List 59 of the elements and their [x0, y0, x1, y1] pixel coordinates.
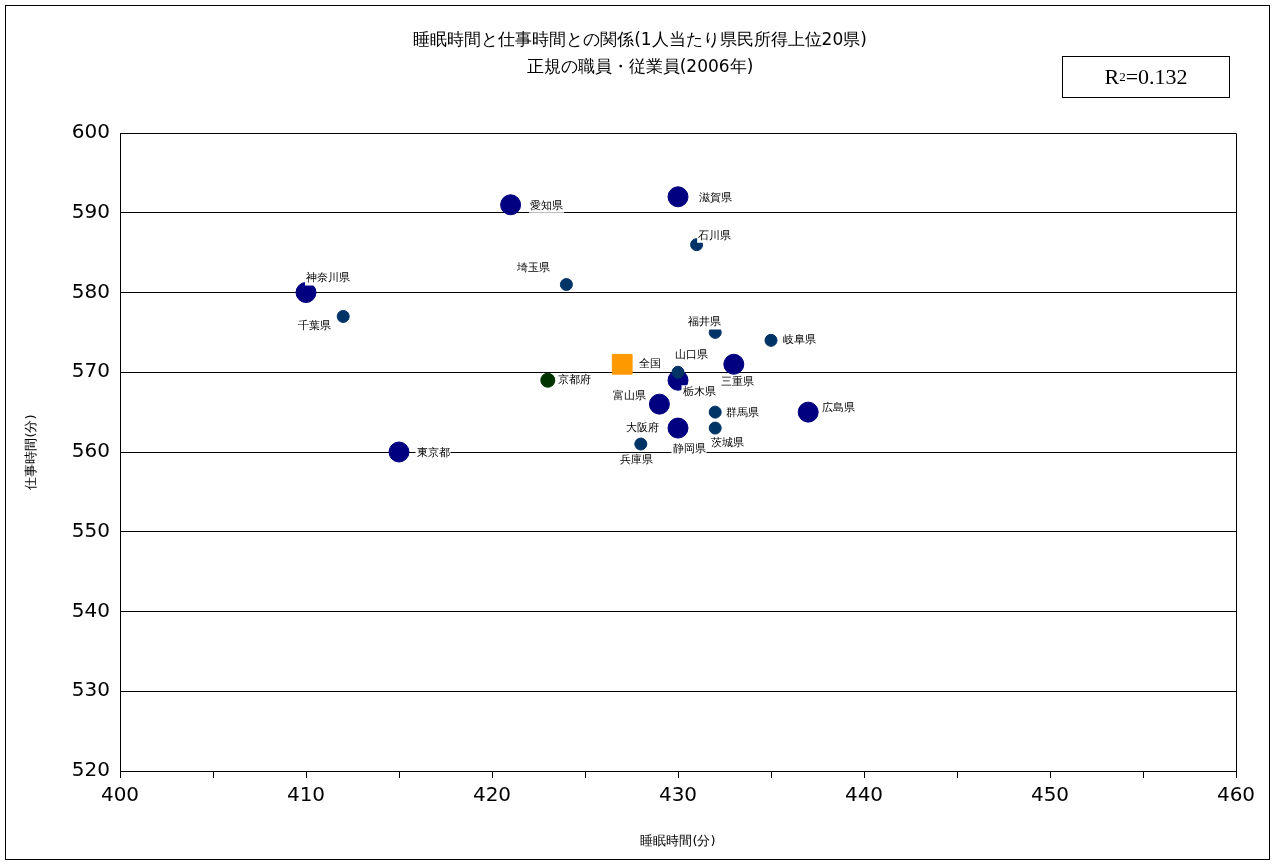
annotation: 三重県	[721, 375, 755, 389]
annotation: 大阪府	[625, 420, 659, 434]
annotation: 山口県	[674, 348, 708, 362]
annotation: 滋賀県	[698, 190, 732, 204]
point	[295, 282, 317, 303]
point	[648, 393, 670, 415]
x-tick-label: 450	[1030, 782, 1070, 807]
annotation: 愛知県	[530, 198, 564, 212]
point	[797, 401, 819, 423]
x-tick-label: 410	[286, 782, 326, 807]
annotation: 全国	[639, 357, 662, 371]
annotation: 千葉県	[297, 319, 331, 333]
y-tick-label: 560	[71, 438, 110, 463]
x-axis-title: 睡眠時間(分)	[640, 833, 716, 849]
y-axis-title: 仕事時間(分)	[23, 414, 39, 491]
annotation: 広島県	[821, 400, 855, 414]
point	[388, 441, 410, 463]
point	[336, 309, 350, 323]
y-tick-label: 540	[71, 597, 110, 622]
x-tick-label: 400	[100, 782, 140, 807]
annotation: 群馬県	[725, 405, 759, 419]
y-tick-label: 600	[71, 119, 110, 144]
text: R$^{2}$=0.132	[1062, 56, 1230, 98]
point	[708, 421, 722, 435]
annotation: 富山県	[612, 389, 646, 403]
x-tick-label: 460	[1216, 782, 1256, 807]
point	[723, 353, 745, 375]
y-tick-label: 520	[71, 757, 110, 782]
point	[667, 186, 689, 208]
point	[667, 417, 689, 439]
annotation: 兵庫県	[620, 452, 654, 466]
annotation: 岐阜県	[782, 333, 816, 347]
annotation: 埼玉県	[515, 261, 550, 275]
point	[634, 437, 648, 451]
y-tick-label: 550	[71, 517, 110, 542]
annotation: 京都府	[558, 373, 592, 387]
y-tick-label: 570	[71, 358, 110, 383]
x-tick-label: 420	[472, 782, 512, 807]
y-tick-label: 580	[71, 278, 110, 303]
point	[671, 365, 685, 379]
chart-subtitle: 正規の職員・従業員(2006年)	[526, 56, 754, 77]
chart-title: 睡眠時間と仕事時間との関係(1人当たり県民所得上位20県)	[413, 29, 867, 50]
point	[611, 353, 633, 375]
annotation: 茨城県	[710, 435, 744, 449]
annotation: 栃木県	[682, 385, 716, 399]
point	[500, 194, 522, 216]
y-tick-label: 530	[71, 677, 110, 702]
y-tick-label: 590	[71, 198, 110, 223]
annotation: 静岡県	[672, 441, 706, 455]
point	[559, 278, 573, 292]
point	[764, 333, 778, 347]
annotation: 福井県	[687, 315, 721, 329]
annotation: 東京都	[416, 445, 450, 459]
point	[708, 405, 722, 419]
x-tick-label: 440	[844, 782, 884, 807]
x-tick-label: 430	[658, 782, 698, 807]
point	[540, 372, 556, 388]
annotation: 石川県	[698, 228, 732, 242]
annotation: 神奈川県	[306, 271, 350, 285]
